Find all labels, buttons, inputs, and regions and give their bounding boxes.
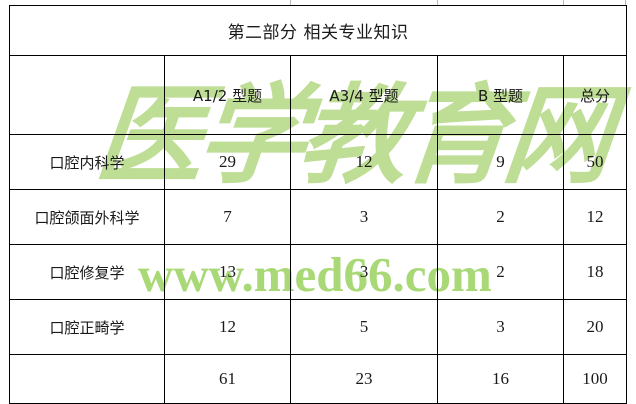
cell-a12-count: 29 [164, 134, 291, 190]
cell-a34-count: 5 [290, 299, 438, 355]
exam-subject-score-table: 第二部分 相关专业知识 A1/2 型题 A3/4 型题 B 型题 总分 口腔内科… [8, 5, 628, 404]
column-header-a12: A1/2 型题 [164, 55, 291, 135]
cell-a12-count: 13 [164, 244, 291, 300]
cell-row-total: 18 [562, 244, 628, 300]
cell-total-a12: 61 [164, 354, 291, 404]
cell-grand-total: 100 [562, 354, 628, 404]
cell-a12-count: 7 [164, 189, 291, 245]
cell-total-label [9, 354, 165, 404]
page-title: 第二部分 相关专业知识 [8, 5, 628, 56]
table-row: 口腔正畸学 12 5 3 20 [9, 299, 628, 355]
column-header-b: B 型题 [437, 55, 564, 135]
cell-b-count: 9 [437, 134, 564, 190]
table-header-row: A1/2 型题 A3/4 型题 B 型题 总分 [9, 55, 628, 135]
cell-a34-count: 3 [290, 189, 438, 245]
table-row: 口腔颌面外科学 7 3 2 12 [9, 189, 628, 245]
table-row: 口腔修复学 13 3 2 18 [9, 244, 628, 300]
cell-total-a34: 23 [290, 354, 438, 404]
cell-subject: 口腔内科学 [9, 134, 165, 190]
column-header-a34: A3/4 型题 [290, 55, 438, 135]
cell-subject: 口腔正畸学 [9, 299, 165, 355]
table-row: 口腔内科学 29 12 9 50 [9, 134, 628, 190]
cell-b-count: 2 [437, 189, 564, 245]
exam-table-container: 第二部分 相关专业知识 A1/2 型题 A3/4 型题 B 型题 总分 口腔内科… [8, 5, 628, 404]
table-title-row: 第二部分 相关专业知识 [8, 5, 628, 56]
cell-b-count: 2 [437, 244, 564, 300]
cell-subject: 口腔修复学 [9, 244, 165, 300]
cell-row-total: 20 [562, 299, 628, 355]
column-header-total: 总分 [562, 55, 628, 135]
cell-total-b: 16 [437, 354, 564, 404]
table-total-row: 61 23 16 100 [9, 354, 628, 404]
column-header-subject [9, 55, 165, 135]
cell-a12-count: 12 [164, 299, 291, 355]
cell-subject: 口腔颌面外科学 [9, 189, 165, 245]
cell-b-count: 3 [437, 299, 564, 355]
cell-row-total: 12 [562, 189, 628, 245]
cell-row-total: 50 [562, 134, 628, 190]
cell-a34-count: 12 [290, 134, 438, 190]
cell-a34-count: 3 [290, 244, 438, 300]
